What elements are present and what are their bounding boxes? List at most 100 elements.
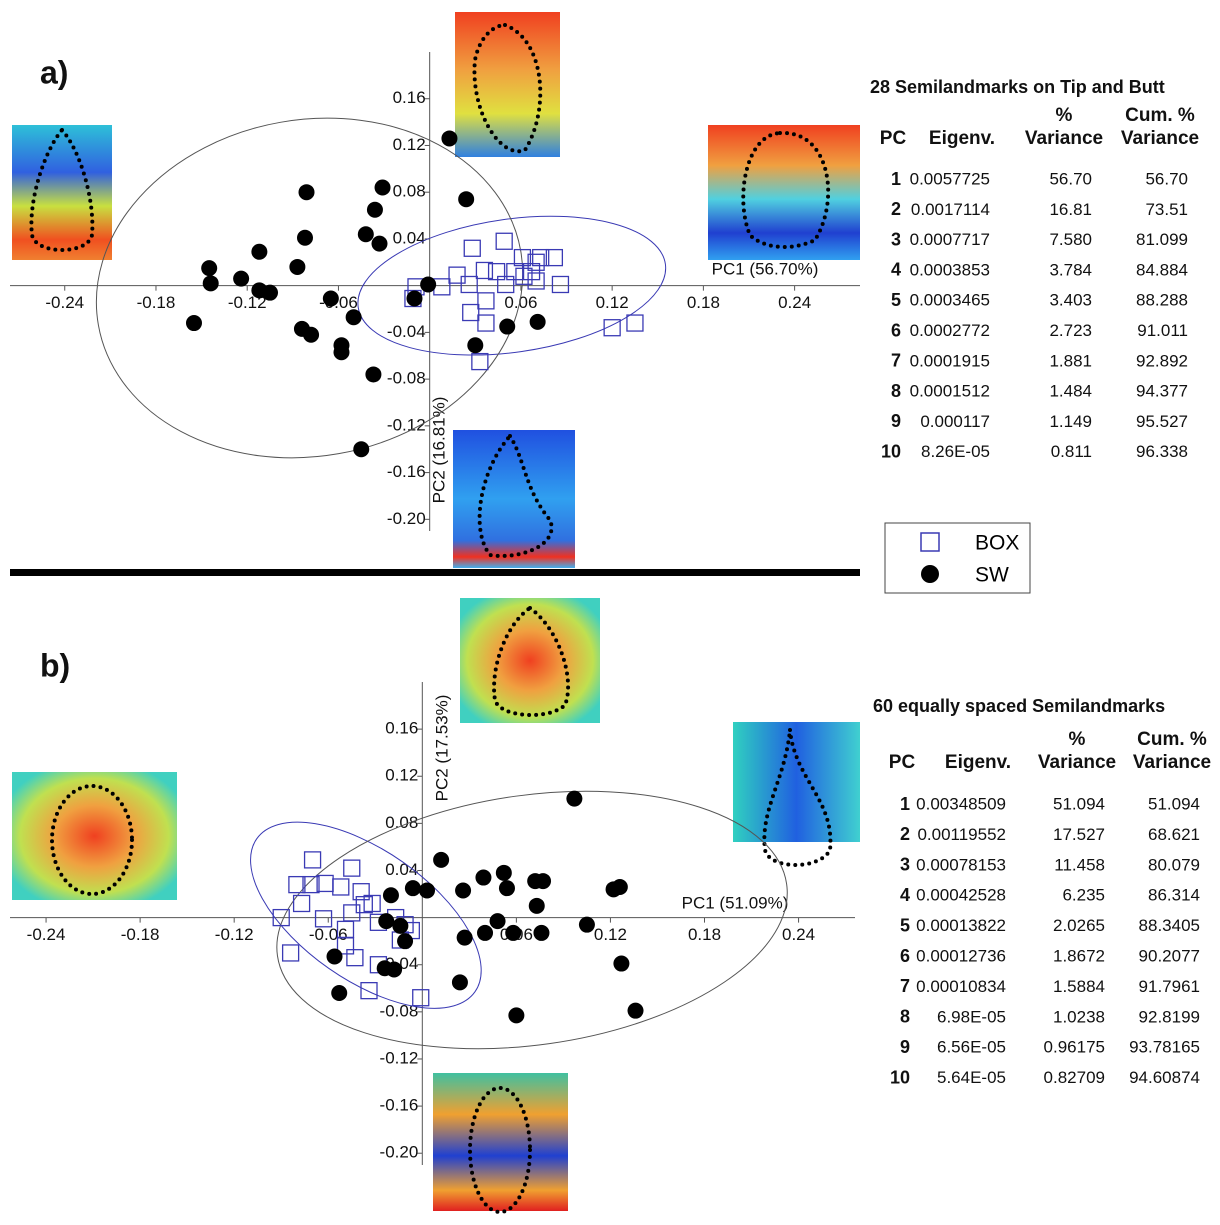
table-cell: 68.621 <box>1148 825 1200 844</box>
point <box>378 913 395 930</box>
point <box>201 260 218 277</box>
table-cell: 0.0002772 <box>910 321 990 340</box>
point <box>345 309 362 326</box>
table-cell: 0.00348509 <box>916 794 1006 813</box>
x-tick-label: 0.06 <box>504 293 537 312</box>
table-header: Variance <box>1038 752 1116 773</box>
point <box>289 258 306 275</box>
x-tick-label: -0.12 <box>215 925 254 944</box>
point <box>508 1007 525 1024</box>
point <box>551 275 570 294</box>
table-cell: 1.0238 <box>1053 1007 1105 1026</box>
table-cell: 0.00078153 <box>916 855 1006 874</box>
point <box>336 937 355 955</box>
y-tick-label: 0.12 <box>385 766 418 785</box>
legend-label: SW <box>975 564 1009 587</box>
point <box>419 882 436 899</box>
x-tick-label: -0.24 <box>27 925 66 944</box>
y-tick-label: -0.08 <box>380 1001 419 1020</box>
y-tick-label: 0.16 <box>385 719 418 738</box>
table-pc: 1 <box>891 169 901 189</box>
table-cell: 6.235 <box>1062 886 1105 905</box>
x-tick-label: 0.12 <box>596 293 629 312</box>
point <box>528 897 545 914</box>
point <box>529 313 546 330</box>
table-cell: 86.314 <box>1148 886 1200 905</box>
table-pc: 10 <box>890 1067 910 1087</box>
table-cell: 92.892 <box>1136 351 1188 370</box>
y-tick-label: -0.20 <box>387 509 426 528</box>
table-pc: 2 <box>891 199 901 219</box>
point <box>545 248 564 267</box>
table-cell: 3.403 <box>1049 291 1092 310</box>
point <box>611 878 628 895</box>
point <box>332 878 350 896</box>
table-cell: 73.51 <box>1145 200 1188 219</box>
confidence-ellipse <box>357 215 667 356</box>
point <box>406 290 423 307</box>
point <box>455 882 472 899</box>
table-cell: 93.78165 <box>1129 1038 1200 1057</box>
point <box>489 913 506 930</box>
y-tick-label: -0.16 <box>380 1096 419 1115</box>
point <box>477 314 495 332</box>
legend-label: BOX <box>975 532 1019 555</box>
table-header: Eigenv. <box>929 128 995 149</box>
point <box>303 326 320 343</box>
y-tick-label: -0.20 <box>380 1143 419 1162</box>
table-cell: 91.011 <box>1137 321 1188 340</box>
point <box>566 790 583 807</box>
table-pc: 4 <box>891 260 901 280</box>
table-cell: 1.149 <box>1049 412 1092 431</box>
point <box>365 366 382 383</box>
point <box>366 201 383 218</box>
table-cell: 0.0003853 <box>910 260 990 279</box>
point <box>292 894 311 913</box>
point <box>331 985 348 1002</box>
point <box>458 191 475 208</box>
point <box>357 226 374 243</box>
point <box>495 232 513 250</box>
table-header: Cum. % <box>1137 729 1207 750</box>
table-header: PC <box>880 128 907 149</box>
table-cell: 0.00010834 <box>916 977 1006 996</box>
table-cell: 17.527 <box>1053 825 1105 844</box>
table-cell: 80.079 <box>1148 855 1200 874</box>
table-cell: 96.338 <box>1136 442 1188 461</box>
table-cell: 1.5884 <box>1053 977 1105 996</box>
table-pc: 5 <box>891 290 901 310</box>
y-tick-label: -0.08 <box>387 369 426 388</box>
point <box>477 924 494 941</box>
table-cell: 94.377 <box>1136 382 1188 401</box>
table-cell: 8.26E-05 <box>921 442 990 461</box>
table-cell: 0.00119552 <box>917 825 1006 844</box>
point <box>272 908 290 927</box>
y-tick-label: -0.04 <box>387 322 426 341</box>
point <box>498 880 515 897</box>
table-cell: 0.00012736 <box>916 946 1006 965</box>
table-pc: 3 <box>891 229 901 249</box>
table-cell: 81.099 <box>1136 230 1188 249</box>
point <box>314 910 333 928</box>
point <box>603 319 621 337</box>
table-cell: 1.484 <box>1049 382 1092 401</box>
point <box>451 974 468 991</box>
table-cell: 5.64E-05 <box>937 1068 1006 1087</box>
point <box>185 315 202 332</box>
table-cell: 51.094 <box>1148 794 1200 813</box>
table-cell: 88.288 <box>1136 291 1188 310</box>
table-pc: 6 <box>900 946 910 966</box>
point <box>262 284 279 301</box>
table-header: % <box>1056 105 1073 126</box>
table-header: Eigenv. <box>945 752 1011 773</box>
point <box>497 275 515 294</box>
point <box>626 314 644 332</box>
x-tick-label: 0.18 <box>687 293 720 312</box>
point <box>202 275 219 292</box>
table-header: PC <box>889 752 916 773</box>
table-pc: 10 <box>881 441 901 461</box>
table-cell: 6.56E-05 <box>937 1038 1006 1057</box>
point <box>475 869 492 886</box>
divider <box>10 569 860 576</box>
table-cell: 94.60874 <box>1129 1068 1200 1087</box>
